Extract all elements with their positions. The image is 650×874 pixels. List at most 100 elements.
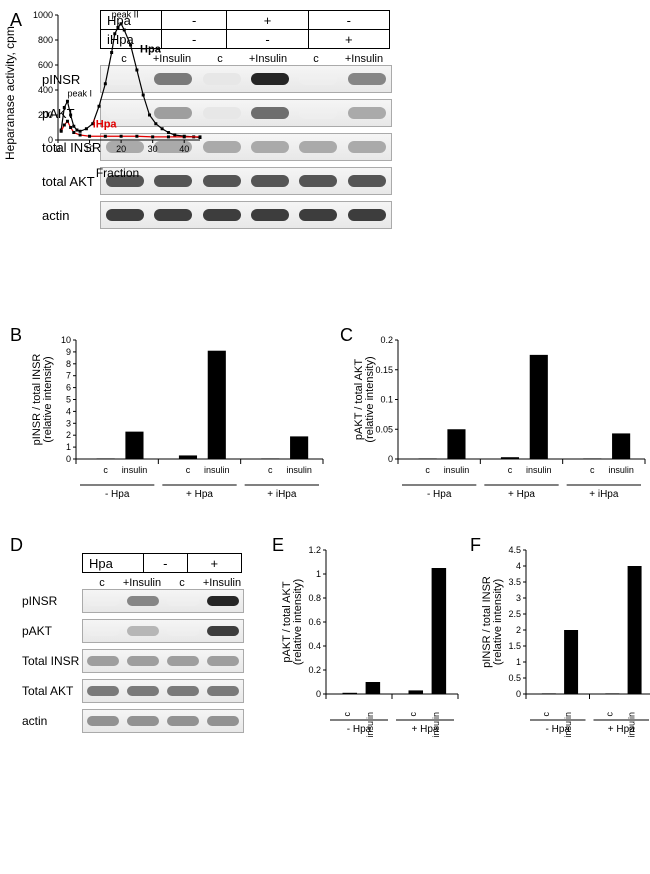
svg-text:3.5: 3.5 [508,577,521,587]
band [87,716,119,726]
svg-text:800: 800 [38,35,53,45]
svg-text:insulin: insulin [526,465,552,475]
svg-text:5: 5 [66,395,71,405]
band [203,107,241,119]
band [127,686,159,696]
band [299,141,337,153]
panel-d-blots: Hpa - + c+Insulinc+Insulin pINSRpAKTTota… [22,553,252,739]
svg-text:0.2: 0.2 [380,335,393,345]
svg-text:1.2: 1.2 [308,545,321,555]
band [87,656,119,666]
band [299,107,337,119]
svg-text:4: 4 [66,406,71,416]
chart-ylabel: Heparanase activity, cpm [3,26,17,160]
panel-b-label: B [10,325,22,346]
band [207,596,239,606]
svg-text:10: 10 [85,144,95,154]
svg-text:c: c [425,465,430,475]
svg-text:200: 200 [38,110,53,120]
svg-text:0.15: 0.15 [375,365,393,375]
svg-text:0.2: 0.2 [308,665,321,675]
svg-text:iHpa: iHpa [93,119,118,131]
svg-text:20: 20 [116,144,126,154]
svg-text:(relative intensity): (relative intensity) [364,356,376,442]
svg-text:c: c [604,712,614,717]
blot-strip [82,589,244,613]
svg-text:0.05: 0.05 [375,424,393,434]
blot-strip [82,679,244,703]
band [251,209,289,221]
blot-label: pINSR [22,594,80,608]
svg-text:400: 400 [38,85,53,95]
band [299,175,337,187]
svg-text:7: 7 [66,371,71,381]
svg-text:0.6: 0.6 [308,617,321,627]
band [203,175,241,187]
band [251,73,289,85]
svg-text:0.5: 0.5 [508,673,521,683]
svg-text:2: 2 [516,625,521,635]
svg-text:insulin: insulin [627,712,637,738]
band [167,716,199,726]
blot-label: Total INSR [22,654,80,668]
band [167,596,199,606]
blot-row: actin [82,709,252,733]
band [167,686,199,696]
bar-chart-f: 00.511.522.533.544.5- Hpacinsulin+ Hpaci… [478,545,650,745]
svg-text:+ Hpa: + Hpa [186,489,213,500]
blot-label: Total AKT [22,684,80,698]
svg-text:0: 0 [66,454,71,464]
svg-text:c: c [508,465,513,475]
svg-text:insulin: insulin [608,465,634,475]
svg-text:30: 30 [148,144,158,154]
svg-text:- Hpa: - Hpa [427,489,452,500]
svg-text:insulin: insulin [122,465,148,475]
svg-text:4: 4 [516,561,521,571]
svg-text:c: c [541,712,551,717]
lane-labels-d: c+Insulinc+Insulin [82,577,242,589]
blot-strip [82,619,244,643]
svg-text:10: 10 [61,335,71,345]
svg-text:0: 0 [516,689,521,699]
svg-text:c: c [342,712,352,717]
svg-text:0.1: 0.1 [380,395,393,405]
band [167,656,199,666]
blot-row: Total INSR [82,649,252,673]
band [203,209,241,221]
blot-label: actin [42,208,102,223]
band [207,716,239,726]
band [348,209,386,221]
band [127,596,159,606]
band [207,686,239,696]
band [207,626,239,636]
svg-text:8: 8 [66,359,71,369]
svg-text:+ iHpa: + iHpa [589,489,619,500]
svg-text:insulin: insulin [286,465,312,475]
blot-strip [100,201,392,229]
svg-text:insulin: insulin [365,712,375,738]
band [251,107,289,119]
band [167,626,199,636]
blot-row: pAKT [82,619,252,643]
svg-text:c: c [103,465,108,475]
svg-text:insulin: insulin [444,465,470,475]
band [348,141,386,153]
band [87,596,119,606]
blot-strip [82,649,244,673]
svg-text:4.5: 4.5 [508,545,521,555]
band [207,656,239,666]
band [203,141,241,153]
svg-text:c: c [408,712,418,717]
blot-row: actin [100,201,430,229]
svg-text:0: 0 [388,454,393,464]
band [127,626,159,636]
svg-text:0: 0 [48,135,53,145]
band [127,716,159,726]
heparanase-activity-chart: Heparanase activity, cpm 0 200 400 600 800 10… [5,10,205,180]
band [106,209,144,221]
svg-text:600: 600 [38,60,53,70]
band [251,175,289,187]
svg-text:c: c [268,465,273,475]
blot-row: pINSR [82,589,252,613]
svg-text:(relative intensity): (relative intensity) [42,356,54,442]
